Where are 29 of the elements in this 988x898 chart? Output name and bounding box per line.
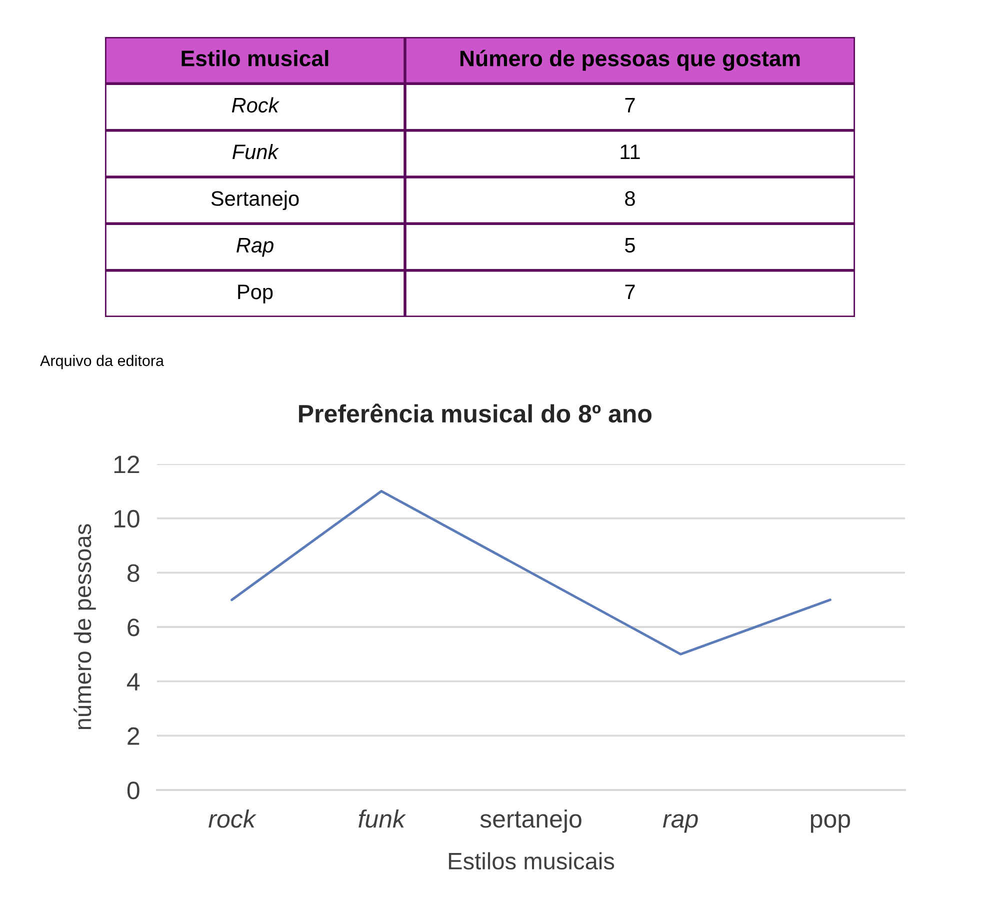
category-label: Pop bbox=[238, 284, 273, 304]
category-label: Funk bbox=[232, 144, 280, 160]
y-tick-label: 0 bbox=[127, 782, 140, 800]
text: Estilo musical bbox=[182, 50, 328, 66]
text: Arquivo da editora bbox=[40, 354, 164, 370]
x-axis-title: Estilos musicais bbox=[448, 852, 614, 870]
data-label: 7 bbox=[625, 284, 635, 300]
category-label: Rock bbox=[232, 97, 280, 113]
x-tick-label: sertanejo bbox=[480, 809, 582, 833]
y-tick-label: 4 bbox=[127, 673, 140, 690]
y-tick-label: 12 bbox=[114, 456, 140, 474]
category-label: Sertanejo bbox=[211, 190, 299, 210]
chart-title: Preferência musical do 8º ano bbox=[299, 404, 652, 423]
x-tick-label: rap bbox=[662, 814, 698, 833]
y-tick-label: 8 bbox=[128, 564, 140, 582]
y-tick-label: 2 bbox=[128, 727, 140, 745]
y-tick-label: 10 bbox=[114, 510, 140, 528]
data-label: 11 bbox=[620, 144, 640, 160]
x-tick-label: rock bbox=[208, 809, 256, 828]
data-label: 5 bbox=[625, 238, 635, 253]
y-tick-label: 6 bbox=[128, 618, 140, 636]
x-tick-label: pop bbox=[810, 814, 850, 833]
x-tick-label: funk bbox=[358, 809, 406, 828]
data-label: 8 bbox=[625, 191, 635, 206]
text: Número de pessoas que gostam bbox=[460, 50, 800, 71]
y-axis-title: número de pessoas bbox=[74, 524, 96, 730]
category-label: Rap bbox=[236, 238, 274, 257]
data-label: 7 bbox=[625, 98, 635, 112]
line-series bbox=[230, 490, 832, 656]
